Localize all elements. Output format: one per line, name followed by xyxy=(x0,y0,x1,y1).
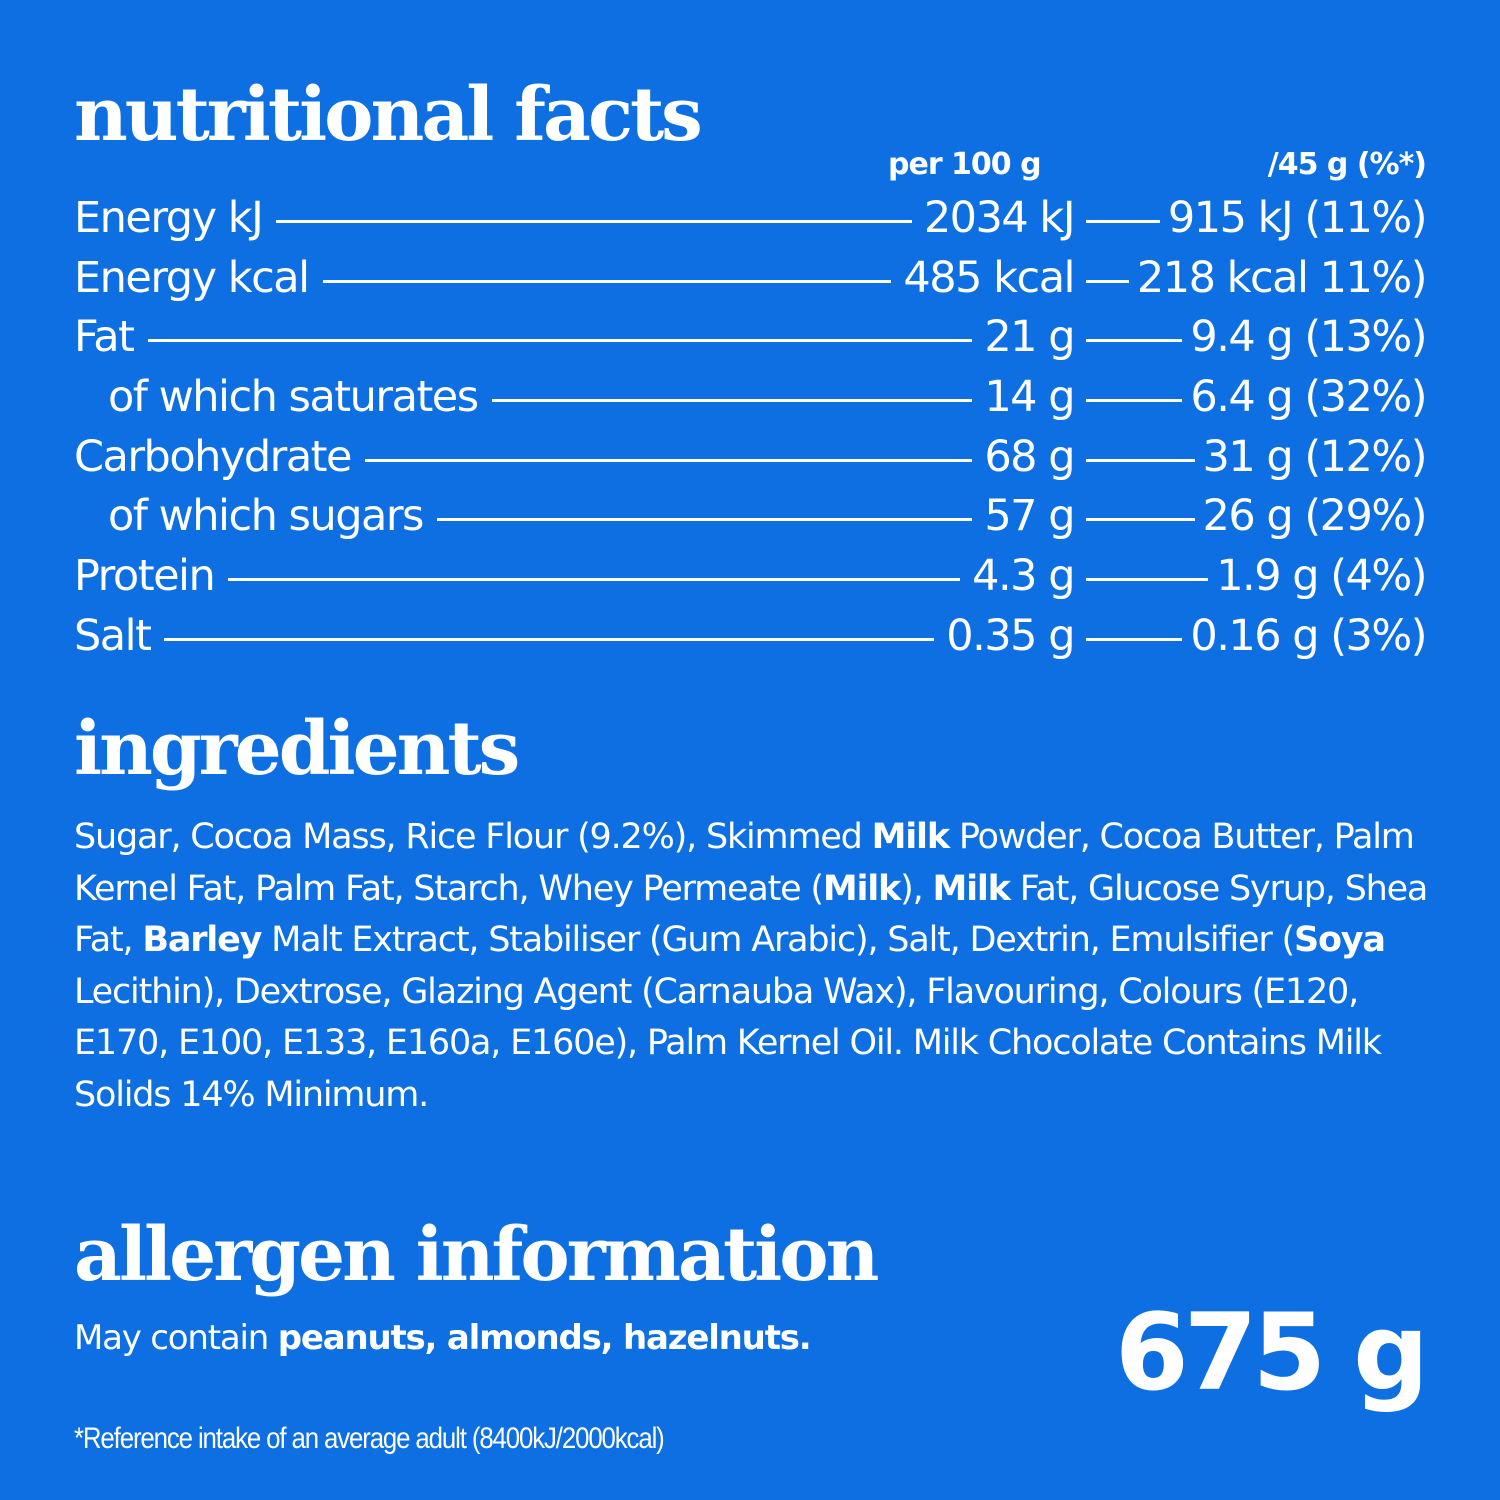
nutrition-row: of which sugars 57 g 26 g (29%) xyxy=(74,491,1428,551)
allergen-ingredient: Milk xyxy=(871,817,951,857)
ingredient-text-segment: Malt Extract, Stabiliser (Gum Arabic), S… xyxy=(261,920,1295,960)
allergen-ingredient: Milk xyxy=(822,868,902,909)
nutrient-label: of which saturates xyxy=(108,372,479,423)
allergen-prefix: May contain xyxy=(74,1318,278,1358)
nutrition-row: Energy kcal 485 kcal 218 kcal 11%) xyxy=(74,252,1428,313)
leader-line xyxy=(228,578,961,582)
leader-line xyxy=(1086,220,1160,223)
column-header-per-100g: per 100 g xyxy=(888,147,1042,182)
leader-line xyxy=(1086,637,1183,641)
value-per-45g: 31 g (12%) xyxy=(1202,431,1428,482)
leader-line xyxy=(322,279,892,283)
allergen-ingredient: Soya xyxy=(1293,920,1386,960)
nutrition-row: Protein 4.3 g 1.9 g (4%) xyxy=(74,551,1427,611)
allergen-heading: allergen information xyxy=(74,1212,879,1298)
value-per-45g: 6.4 g (32%) xyxy=(1190,372,1427,423)
leader-line xyxy=(1086,518,1195,522)
leader-line xyxy=(1086,578,1209,582)
value-per-100g: 57 g xyxy=(984,491,1075,542)
nutrient-label: Protein xyxy=(74,551,216,602)
leader-line xyxy=(147,339,973,343)
value-per-100g: 0.35 g xyxy=(946,610,1075,661)
ingredient-text-segment: Powder, Cocoa Butter, Palm Kernel Fat, P… xyxy=(74,817,1415,909)
leader-line xyxy=(1086,399,1183,403)
allergen-text: May contain peanuts, almonds, hazelnuts. xyxy=(74,1318,812,1358)
nutrition-row: of which saturates 14 g 6.4 g (32%) xyxy=(74,372,1427,432)
nutrient-label: Salt xyxy=(74,610,152,661)
allergen-ingredient: Barley xyxy=(142,920,262,960)
net-weight: 675 g xyxy=(1114,1291,1429,1414)
nutrient-label: Energy kcal xyxy=(74,252,310,303)
leader-line xyxy=(365,458,973,462)
ingredients-text: Sugar, Cocoa Mass, Rice Flour (9.2%), Sk… xyxy=(74,812,1434,1121)
nutrition-row: Energy kJ 2034 kJ 915 kJ (11%) xyxy=(74,193,1428,253)
ingredients-heading: ingredients xyxy=(74,706,520,792)
leader-line xyxy=(436,518,973,522)
ingredient-text-segment: Sugar, Cocoa Mass, Rice Flour (9.2%), Sk… xyxy=(74,817,872,857)
value-per-45g: 9.4 g (13%) xyxy=(1190,312,1427,363)
value-per-45g: 915 kJ (11%) xyxy=(1167,193,1428,243)
leader-line xyxy=(1086,339,1183,343)
nutrition-row: Fat 21 g 9.4 g (13%) xyxy=(74,312,1427,372)
nutrient-label: Carbohydrate xyxy=(74,431,353,482)
value-per-100g: 21 g xyxy=(984,312,1075,363)
value-per-100g: 2034 kJ xyxy=(923,193,1076,243)
nutrition-table: Energy kJ 2034 kJ 915 kJ (11%) Energy kcal 4… xyxy=(74,193,1428,671)
value-per-45g: 1.9 g (4%) xyxy=(1216,551,1427,602)
nutrient-label: of which sugars xyxy=(108,491,424,542)
leader-line xyxy=(1086,458,1195,462)
value-per-45g: 0.16 g (3%) xyxy=(1190,610,1427,661)
value-per-45g: 218 kcal 11%) xyxy=(1136,252,1428,303)
value-per-45g: 26 g (29%) xyxy=(1202,491,1428,542)
nutrition-row: Salt 0.35 g 0.16 g (3%) xyxy=(74,610,1427,671)
nutrient-label: Energy kJ xyxy=(74,193,264,243)
allergen-ingredient: Milk xyxy=(932,868,1011,909)
value-per-100g: 485 kcal xyxy=(903,252,1075,303)
reference-intake-footnote: *Reference intake of an average adult (8… xyxy=(74,1422,665,1455)
nutrition-row: Carbohydrate 68 g 31 g (12%) xyxy=(74,431,1428,492)
ingredient-text-segment: Fat, Glucose Syrup, Shea Fat, xyxy=(74,868,1428,961)
value-per-100g: 4.3 g xyxy=(972,551,1075,602)
leader-line xyxy=(1086,279,1129,283)
nutrition-heading: nutritional facts xyxy=(74,72,703,158)
leader-line xyxy=(491,399,973,403)
value-per-100g: 14 g xyxy=(984,372,1075,423)
leader-line xyxy=(276,220,912,223)
nutrient-label: Fat xyxy=(74,312,135,363)
column-header-per-45g: /45 g (%*) xyxy=(1267,147,1427,182)
ingredient-text-segment: Lecithin), Dextrose, Glazing Agent (Carn… xyxy=(74,971,1382,1115)
value-per-100g: 68 g xyxy=(984,431,1075,482)
ingredient-text-segment: ), xyxy=(900,868,933,909)
allergen-items: peanuts, almonds, hazelnuts. xyxy=(277,1318,812,1358)
leader-line xyxy=(164,637,935,641)
